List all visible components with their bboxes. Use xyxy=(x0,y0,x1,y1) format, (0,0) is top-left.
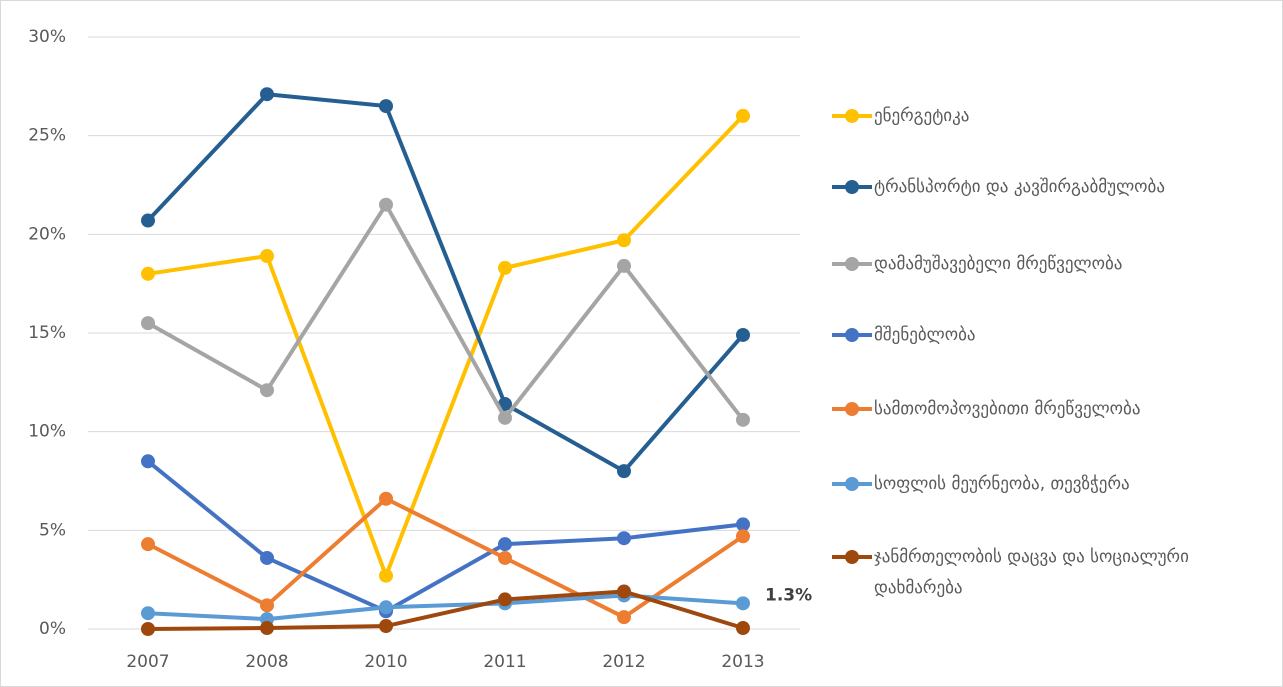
point xyxy=(141,622,155,636)
legend-dot xyxy=(845,109,859,123)
series-line xyxy=(147,496,745,620)
legend-label: დამამუშავებელი მრეწველობა xyxy=(874,254,1123,274)
legend-item: ტრანსპორტი და კავშირგაბმულობა xyxy=(830,172,1270,203)
point xyxy=(141,266,155,281)
point xyxy=(736,108,750,123)
point xyxy=(736,517,750,532)
point xyxy=(141,213,155,228)
point xyxy=(379,491,393,506)
legend-marker xyxy=(832,550,872,564)
y-tick-label: 5% xyxy=(39,520,66,540)
point xyxy=(498,550,512,565)
x-tick-label: 2013 xyxy=(721,652,764,672)
legend-item: მშენებლობა xyxy=(830,320,1270,351)
legend-dot xyxy=(845,477,859,491)
y-tick-label: 10% xyxy=(28,422,66,442)
series-line xyxy=(146,459,744,614)
point xyxy=(617,464,631,479)
series-line xyxy=(147,202,745,422)
point xyxy=(260,249,274,264)
legend-item: სამთომოპოვებითი მრეწველობა xyxy=(830,394,1270,425)
legend-marker xyxy=(832,328,872,342)
x-tick-label: 2008 xyxy=(245,652,288,672)
y-tick-label: 25% xyxy=(28,126,66,146)
series-line xyxy=(146,92,745,474)
legend-marker xyxy=(832,257,872,271)
point xyxy=(736,412,750,427)
legend-item: ჯანმრთელობის დაცვა და სოციალური დახმარებ… xyxy=(830,542,1270,604)
series-line xyxy=(147,114,745,578)
point xyxy=(141,316,155,331)
point xyxy=(260,621,274,636)
legend-marker xyxy=(832,180,872,194)
y-tick-label: 0% xyxy=(39,619,66,639)
point xyxy=(379,197,393,212)
legend-label: ჯანმრთელობის დაცვა და სოციალური დახმარებ… xyxy=(874,547,1189,598)
legend-dot xyxy=(845,550,859,564)
legend-item: დამამუშავებელი მრეწველობა xyxy=(830,249,1270,280)
point xyxy=(736,529,750,544)
point xyxy=(141,606,155,621)
legend-item: სოფლის მეურნეობა, თევზჭერა xyxy=(830,469,1270,500)
x-tick-label: 2011 xyxy=(483,652,526,672)
y-tick-label: 30% xyxy=(28,27,66,47)
legend-label: ტრანსპორტი და კავშირგაბმულობა xyxy=(874,177,1165,197)
point xyxy=(260,87,274,102)
point xyxy=(141,537,155,552)
point xyxy=(260,383,274,398)
point xyxy=(617,233,631,248)
point xyxy=(736,621,750,636)
point xyxy=(617,610,631,625)
legend-dot xyxy=(845,180,859,194)
legend-dot xyxy=(845,402,859,416)
point xyxy=(379,619,393,634)
legend-item: ენერგეტიკა xyxy=(830,101,1270,132)
legend-label: მშენებლობა xyxy=(874,325,976,345)
legend-marker xyxy=(832,477,872,491)
point xyxy=(498,410,512,425)
point xyxy=(498,592,512,607)
point xyxy=(736,596,750,611)
point xyxy=(379,99,393,114)
legend-label: სოფლის მეურნეობა, თევზჭერა xyxy=(874,474,1130,494)
legend-dot xyxy=(845,257,859,271)
point xyxy=(617,531,631,546)
point xyxy=(498,260,512,275)
legend-marker xyxy=(832,109,872,123)
y-tick-label: 20% xyxy=(28,224,66,244)
point xyxy=(379,600,393,615)
x-tick-label: 2007 xyxy=(126,652,169,672)
legend-label: სამთომოპოვებითი მრეწველობა xyxy=(874,399,1141,419)
point xyxy=(617,258,631,273)
legend-label: ენერგეტიკა xyxy=(874,106,970,126)
y-tick-label: 15% xyxy=(28,323,66,343)
point xyxy=(498,537,512,552)
data-label: 1.3% xyxy=(765,585,812,605)
point xyxy=(141,454,155,469)
legend-dot xyxy=(845,328,859,342)
x-tick-label: 2012 xyxy=(602,652,645,672)
point xyxy=(379,568,393,583)
legend-marker xyxy=(832,402,872,416)
point xyxy=(260,550,274,565)
point xyxy=(736,327,750,342)
series-line xyxy=(147,589,744,631)
point xyxy=(260,598,274,613)
x-tick-label: 2010 xyxy=(364,652,407,672)
point xyxy=(617,584,631,599)
